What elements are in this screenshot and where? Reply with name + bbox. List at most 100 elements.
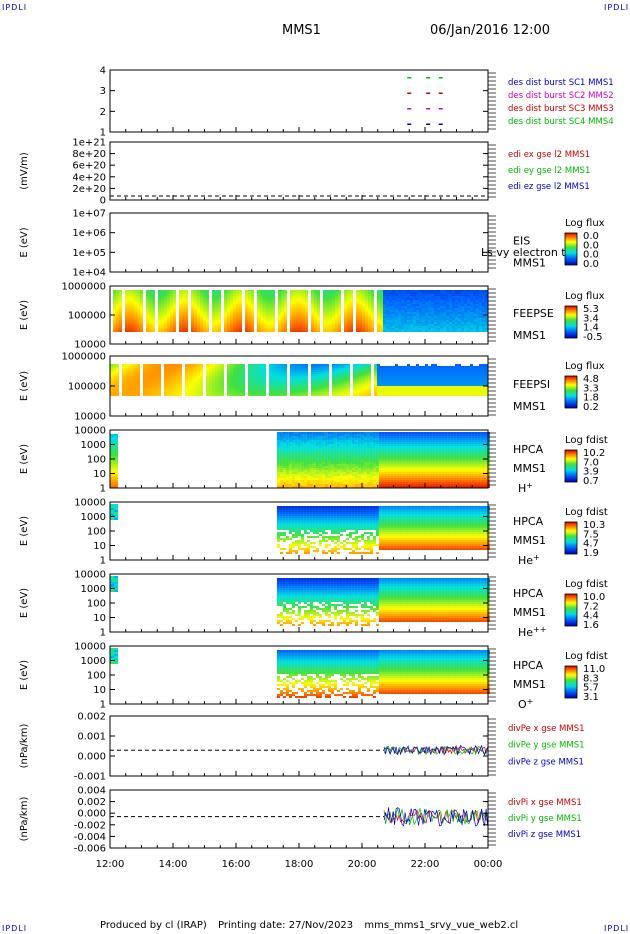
heatmap-cell: [305, 380, 308, 382]
heatmap-cell: [291, 464, 295, 466]
heatmap-cell: [485, 380, 488, 382]
heatmap-cell: [449, 314, 452, 316]
heatmap-cell: [422, 320, 425, 322]
heatmap-cell: [170, 292, 173, 294]
heatmap-cell: [401, 290, 404, 292]
heatmap-cell: [410, 306, 413, 308]
heatmap-cell: [158, 300, 161, 302]
heatmap-cell: [377, 394, 380, 396]
heatmap-cell: [326, 312, 329, 314]
heatmap-cell: [455, 392, 458, 394]
heatmap-cell: [455, 316, 458, 318]
heatmap-cell: [333, 432, 337, 434]
heatmap-cell: [275, 390, 278, 392]
heatmap-cell: [467, 330, 470, 332]
heatmap-cell: [407, 310, 410, 312]
heatmap-cell: [461, 380, 464, 382]
heatmap-cell: [284, 388, 287, 390]
y-tick-label: 1e+05: [72, 248, 106, 259]
heatmap-cell: [215, 294, 218, 296]
heatmap-cell: [306, 456, 310, 458]
heatmap-cell: [413, 374, 416, 376]
heatmap-cell: [146, 320, 149, 322]
heatmap-cell: [341, 364, 344, 366]
heatmap-cell: [410, 366, 413, 368]
heatmap-cell: [299, 296, 302, 298]
heatmap-cell: [191, 304, 194, 306]
heatmap-cell: [329, 292, 332, 294]
heatmap-cell: [320, 388, 323, 390]
heatmap-cell: [470, 302, 473, 304]
heatmap-cell: [254, 372, 257, 374]
heatmap-cell: [413, 384, 416, 386]
heatmap-cell: [401, 376, 404, 378]
heatmap-cell: [149, 380, 152, 382]
heatmap-cell: [410, 380, 413, 382]
heatmap-cell: [377, 392, 380, 394]
heatmap-cell: [473, 322, 476, 324]
heatmap-cell: [374, 374, 377, 376]
heatmap-cell: [362, 364, 365, 366]
heatmap-cell: [218, 374, 221, 376]
heatmap-cell: [425, 380, 428, 382]
heatmap-cell: [236, 318, 239, 320]
heatmap-cell: [125, 366, 128, 368]
heatmap-cell: [282, 470, 286, 472]
heatmap-cell: [263, 376, 266, 378]
heatmap-cell: [446, 292, 449, 294]
heatmap-cell: [485, 330, 488, 332]
heatmap-cell: [260, 364, 263, 366]
heatmap-cell: [137, 322, 140, 324]
heatmap-cell: [293, 372, 296, 374]
heatmap-cell: [404, 320, 407, 322]
heatmap-cell: [467, 308, 470, 310]
heatmap-cell: [185, 380, 188, 382]
heatmap-cell: [317, 374, 320, 376]
heatmap-cell: [314, 316, 317, 318]
heatmap-cell: [455, 296, 458, 298]
heatmap-cell: [291, 436, 295, 438]
heatmap-cell: [440, 328, 443, 330]
heatmap-cell: [428, 302, 431, 304]
heatmap-cell: [446, 380, 449, 382]
heatmap-cell: [321, 478, 325, 480]
heatmap-cell: [467, 294, 470, 296]
heatmap-cell: [398, 370, 401, 372]
heatmap-cell: [347, 318, 350, 320]
heatmap-cell: [365, 320, 368, 322]
heatmap-cell: [215, 386, 218, 388]
heatmap-cell: [318, 450, 322, 452]
heatmap-cell: [434, 322, 437, 324]
heatmap-cell: [314, 292, 317, 294]
heatmap-cell: [221, 380, 224, 382]
heatmap-cell: [413, 300, 416, 302]
heatmap-cell: [485, 294, 488, 296]
heatmap-cell: [146, 302, 149, 304]
heatmap-cell: [128, 384, 131, 386]
heatmap-cell: [116, 320, 119, 322]
heatmap-cell: [251, 394, 254, 396]
heatmap-cell: [134, 382, 137, 384]
heatmap-cell: [272, 370, 275, 372]
heatmap-cell: [440, 388, 443, 390]
heatmap-cell: [134, 388, 137, 390]
heatmap-cell: [401, 320, 404, 322]
heatmap-cell: [251, 298, 254, 300]
heatmap-cell: [317, 314, 320, 316]
heatmap-cell: [335, 376, 338, 378]
heatmap-cell: [300, 442, 304, 444]
heatmap-cell: [470, 376, 473, 378]
heatmap-cell: [296, 312, 299, 314]
heatmap-cell: [191, 330, 194, 332]
heatmap-cell: [263, 310, 266, 312]
heatmap-cell: [140, 292, 143, 294]
heatmap-cell: [344, 296, 347, 298]
heatmap-cell: [215, 322, 218, 324]
heatmap-cell: [260, 394, 263, 396]
heatmap-cell: [309, 454, 313, 456]
heatmap-cell: [152, 318, 155, 320]
heatmap-cell: [221, 394, 224, 396]
heatmap-cell: [333, 438, 337, 440]
heatmap-cell: [170, 300, 173, 302]
